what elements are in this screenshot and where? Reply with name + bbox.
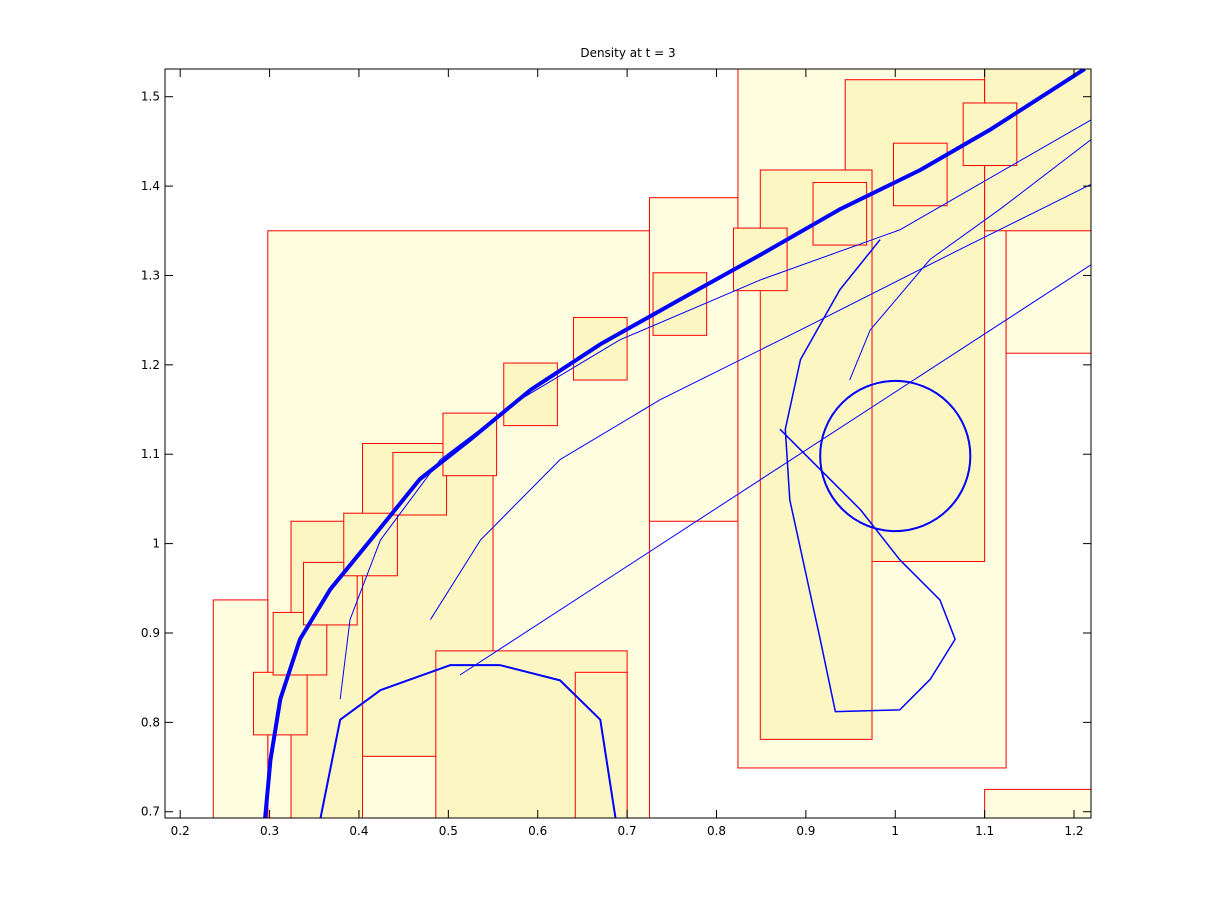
amr-patch [892, 142, 948, 207]
x-tick-label: 0.8 [707, 824, 726, 838]
chart-title: Density at t = 3 [580, 46, 675, 60]
density-contour [263, 69, 1086, 818]
amr-patch [984, 788, 1091, 818]
y-tick-label: 1.2 [141, 358, 160, 372]
x-tick-label: 0.7 [618, 824, 637, 838]
y-tick-label: 0.8 [141, 715, 160, 729]
y-tick-label: 1 [152, 537, 160, 551]
density-contour [459, 264, 1091, 676]
amr-patch [648, 197, 739, 522]
x-tick-label: 0.5 [439, 824, 458, 838]
y-tick-label: 1.1 [141, 447, 160, 461]
y-tick-label: 0.7 [141, 805, 160, 819]
amr-patch [503, 362, 558, 427]
amr-patch [574, 671, 628, 818]
x-tick-label: 0.6 [528, 824, 547, 838]
y-tick-label: 1.4 [141, 179, 160, 193]
density-contour [849, 139, 1091, 381]
plot-area [212, 69, 1091, 818]
amr-patch [962, 102, 1018, 167]
y-tick-label: 1.3 [141, 268, 160, 282]
x-tick-label: 0.2 [171, 824, 190, 838]
x-tick-label: 1 [891, 824, 899, 838]
axes-frame [164, 68, 1092, 819]
y-tick-label: 0.9 [141, 626, 160, 640]
x-tick-label: 0.4 [349, 824, 368, 838]
x-tick-label: 1.2 [1064, 824, 1083, 838]
density-contour [430, 183, 1091, 620]
amr-patch [732, 227, 788, 292]
density-contour [339, 119, 1091, 700]
amr-patch [572, 316, 628, 381]
y-tick-label: 1.5 [141, 90, 160, 104]
density-contour-circle [819, 379, 972, 533]
x-tick-label: 1.1 [975, 824, 994, 838]
amr-patch [652, 272, 708, 336]
x-tick-label: 0.9 [796, 824, 815, 838]
x-tick-label: 0.3 [260, 824, 279, 838]
density-contour [779, 239, 956, 713]
amr-patch [812, 182, 868, 246]
